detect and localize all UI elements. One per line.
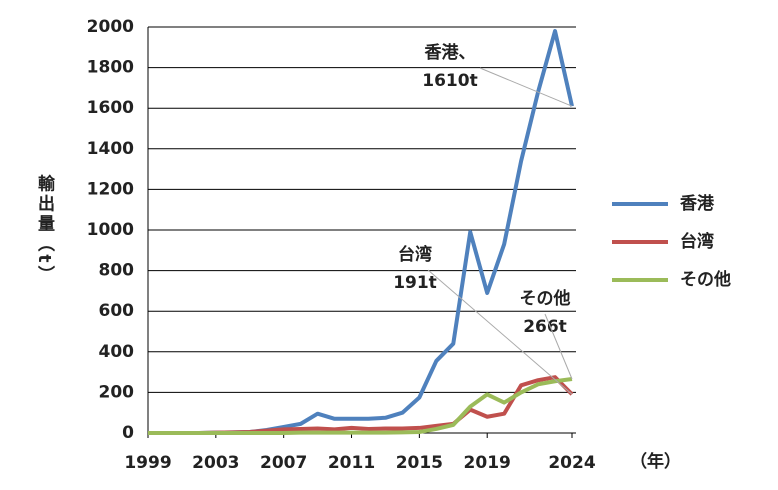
y-tick-label: 800	[99, 261, 135, 281]
annotation: その他	[520, 288, 571, 309]
y-tick-label: 600	[99, 301, 135, 321]
legend-label: その他	[680, 269, 731, 290]
y-tick-label: 1000	[87, 220, 134, 240]
x-tick-label: 2011	[328, 453, 375, 473]
annotation: 266t	[523, 317, 567, 337]
annotation-leader	[479, 67, 573, 107]
y-tick-label: 1400	[87, 139, 134, 159]
annotation-leader	[427, 269, 573, 395]
annotation: 1610t	[422, 71, 477, 91]
annotation: 191t	[393, 273, 437, 293]
y-tick-label: 400	[99, 342, 135, 362]
y-tick-label: 2000	[87, 17, 134, 37]
y-tick-label: 200	[99, 382, 135, 402]
series-line	[148, 377, 573, 435]
series-line	[148, 29, 574, 435]
x-axis-label: （年）	[630, 451, 681, 472]
y-tick-label: 0	[122, 423, 134, 443]
annotation-leader	[544, 313, 573, 380]
y-tick-label: 1200	[87, 179, 134, 199]
x-tick-label: 2024	[548, 453, 595, 473]
annotation: 香港、	[425, 42, 476, 63]
legend-label: 香港	[680, 193, 715, 214]
x-tick-label: 2003	[192, 453, 239, 473]
x-tick-label: 2015	[396, 453, 443, 473]
y-tick-label: 1800	[87, 58, 134, 78]
legend-label: 台湾	[680, 231, 714, 252]
series-line	[148, 375, 574, 435]
y-tick-label: 1600	[87, 98, 134, 118]
x-tick-label: 2019	[464, 453, 511, 473]
y-axis-label: 輸出量（t）	[34, 173, 55, 285]
x-tick-label: 1999	[124, 453, 171, 473]
annotation: 台湾	[398, 244, 432, 265]
x-tick-label: 2007	[260, 453, 307, 473]
